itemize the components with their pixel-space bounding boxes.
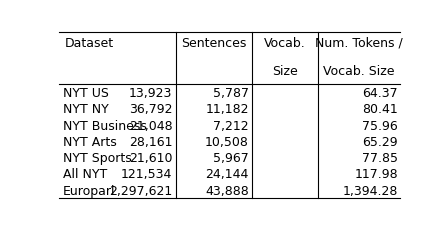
Text: Dataset: Dataset [65,37,114,49]
Text: 75.96: 75.96 [362,119,398,132]
Text: 121,534: 121,534 [121,168,172,181]
Text: 77.85: 77.85 [362,151,398,164]
Text: 21,610: 21,610 [129,151,172,164]
Text: 13,923: 13,923 [129,86,172,99]
Text: Size: Size [272,64,298,77]
Text: NYT NY: NYT NY [63,103,109,116]
Text: 36,792: 36,792 [129,103,172,116]
Text: NYT US: NYT US [63,86,109,99]
Text: 80.41: 80.41 [362,103,398,116]
Text: 11,182: 11,182 [205,103,249,116]
Text: 10,508: 10,508 [205,135,249,148]
Text: NYT Business: NYT Business [63,119,147,132]
Text: 5,967: 5,967 [213,151,249,164]
Text: Vocab.: Vocab. [264,37,306,49]
Text: Vocab. Size: Vocab. Size [323,64,395,77]
Text: 1,394.28: 1,394.28 [343,184,398,197]
Text: 24,144: 24,144 [205,168,249,181]
Text: Sentences: Sentences [181,37,247,49]
Text: 64.37: 64.37 [362,86,398,99]
Text: Num. Tokens /: Num. Tokens / [315,37,403,49]
Text: 21,048: 21,048 [129,119,172,132]
Text: 7,212: 7,212 [213,119,249,132]
Text: All NYT: All NYT [63,168,107,181]
Text: 28,161: 28,161 [129,135,172,148]
Text: 65.29: 65.29 [362,135,398,148]
Text: NYT Arts: NYT Arts [63,135,116,148]
Text: 117.98: 117.98 [354,168,398,181]
Text: Europarl: Europarl [63,184,116,197]
Text: NYT Sports: NYT Sports [63,151,132,164]
Text: 43,888: 43,888 [205,184,249,197]
Text: 5,787: 5,787 [213,86,249,99]
Text: 2,297,621: 2,297,621 [109,184,172,197]
